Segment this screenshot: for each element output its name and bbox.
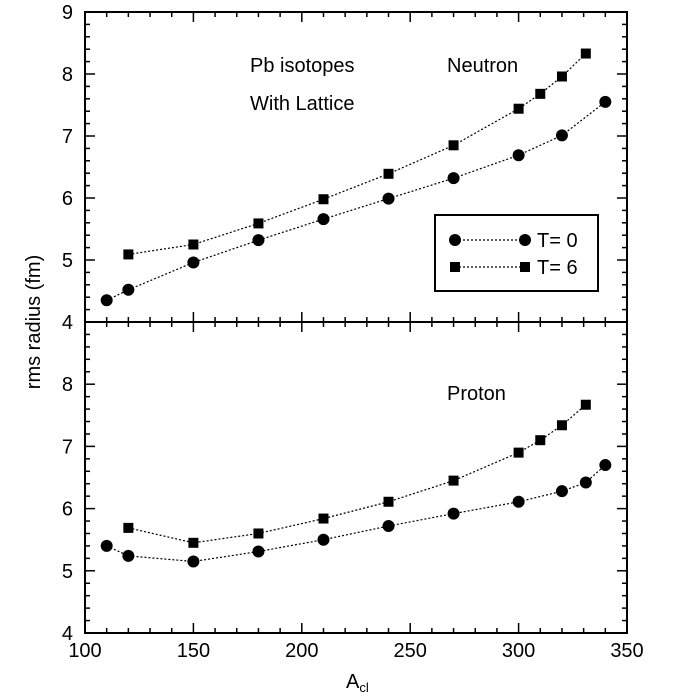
x-tick-label: 200 <box>285 640 318 662</box>
data-point-circle <box>555 129 568 142</box>
annotation-line-2: With Lattice <box>250 93 354 115</box>
data-point-circle <box>252 234 265 247</box>
data-point-circle <box>317 533 330 546</box>
y-tick-label: 5 <box>62 250 73 272</box>
data-point-circle <box>512 495 525 508</box>
data-point-circle <box>317 213 330 226</box>
data-point-circle <box>382 192 395 205</box>
x-axis-label-main: A <box>346 671 360 693</box>
legend-label: T= 6 <box>537 257 578 279</box>
y-tick-label: 7 <box>62 436 73 458</box>
x-tick-label: 300 <box>502 640 535 662</box>
data-point-circle <box>122 549 135 562</box>
data-point-circle <box>252 545 265 558</box>
y-tick-label: 5 <box>62 561 73 583</box>
y-axis-label: rms radius (fm) <box>23 255 45 389</box>
legend-marker-square <box>450 262 460 272</box>
data-point-square <box>556 71 567 82</box>
y-tick-label: 8 <box>62 64 73 86</box>
data-point-square <box>318 194 329 205</box>
data-point-square <box>188 537 199 548</box>
data-point-square <box>383 168 394 179</box>
y-tick-label: 4 <box>62 623 73 645</box>
data-point-square <box>383 496 394 507</box>
series-line <box>128 53 587 255</box>
data-point-circle <box>187 256 200 269</box>
data-point-square <box>513 103 524 114</box>
series-line <box>128 404 587 544</box>
series-line <box>106 464 606 563</box>
legend-label: T= 0 <box>537 230 578 252</box>
x-tick-label: 100 <box>68 640 101 662</box>
x-tick-label: 150 <box>177 640 210 662</box>
data-point-circle <box>100 539 113 552</box>
data-point-circle <box>382 520 395 533</box>
data-point-circle <box>122 283 135 296</box>
x-tick-label: 250 <box>394 640 427 662</box>
plot-frame <box>84 321 628 634</box>
y-tick-label: 8 <box>62 374 73 396</box>
data-point-square <box>580 48 591 59</box>
data-point-square <box>513 447 524 458</box>
panel-label-proton: Proton <box>447 383 506 405</box>
data-point-circle <box>447 172 460 185</box>
y-tick-label: 6 <box>62 188 73 210</box>
y-tick-label: 4 <box>62 312 73 334</box>
data-point-circle <box>447 507 460 520</box>
proton-panel: 4 5 6 7 8 <box>62 321 628 645</box>
y-tick-label: 7 <box>62 126 73 148</box>
legend-marker-circle <box>449 234 461 246</box>
data-point-circle <box>555 485 568 498</box>
data-point-square <box>535 88 546 99</box>
y-tick-label: 6 <box>62 499 73 521</box>
x-axis-label-sub: cl <box>359 680 369 695</box>
legend-box <box>434 214 599 292</box>
annotation-line-1: Pb isotopes <box>250 55 355 77</box>
data-point-square <box>318 513 329 524</box>
series-line <box>106 101 606 301</box>
data-point-square <box>448 475 459 486</box>
x-tick-label: 350 <box>610 640 643 662</box>
legend: T= 0 T= 6 <box>434 214 599 292</box>
x-axis-label: Acl <box>346 671 369 695</box>
legend-marker-square <box>520 262 530 272</box>
data-point-square <box>448 140 459 151</box>
data-point-square <box>188 239 199 250</box>
data-point-circle <box>512 149 525 162</box>
data-point-square <box>556 420 567 431</box>
data-point-square <box>253 218 264 229</box>
data-point-square <box>123 249 134 260</box>
data-point-circle <box>579 476 592 489</box>
y-tick-label: 9 <box>62 2 73 24</box>
data-point-square <box>123 522 134 533</box>
data-point-circle <box>599 459 612 472</box>
panel-label-neutron: Neutron <box>447 55 518 77</box>
data-point-square <box>580 399 591 410</box>
legend-marker-circle <box>519 234 531 246</box>
data-point-square <box>253 528 264 539</box>
data-point-square <box>535 435 546 446</box>
data-point-circle <box>100 294 113 307</box>
data-point-circle <box>599 95 612 108</box>
data-point-circle <box>187 555 200 568</box>
